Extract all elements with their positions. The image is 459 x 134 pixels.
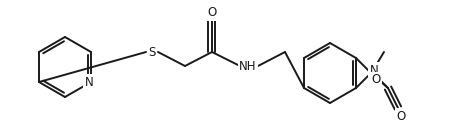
Text: O: O	[370, 74, 380, 87]
Text: N: N	[84, 75, 93, 88]
Text: NH: NH	[239, 59, 256, 72]
Text: O: O	[396, 109, 405, 122]
Text: S: S	[148, 46, 155, 59]
Text: O: O	[207, 7, 216, 20]
Text: N: N	[369, 64, 378, 77]
